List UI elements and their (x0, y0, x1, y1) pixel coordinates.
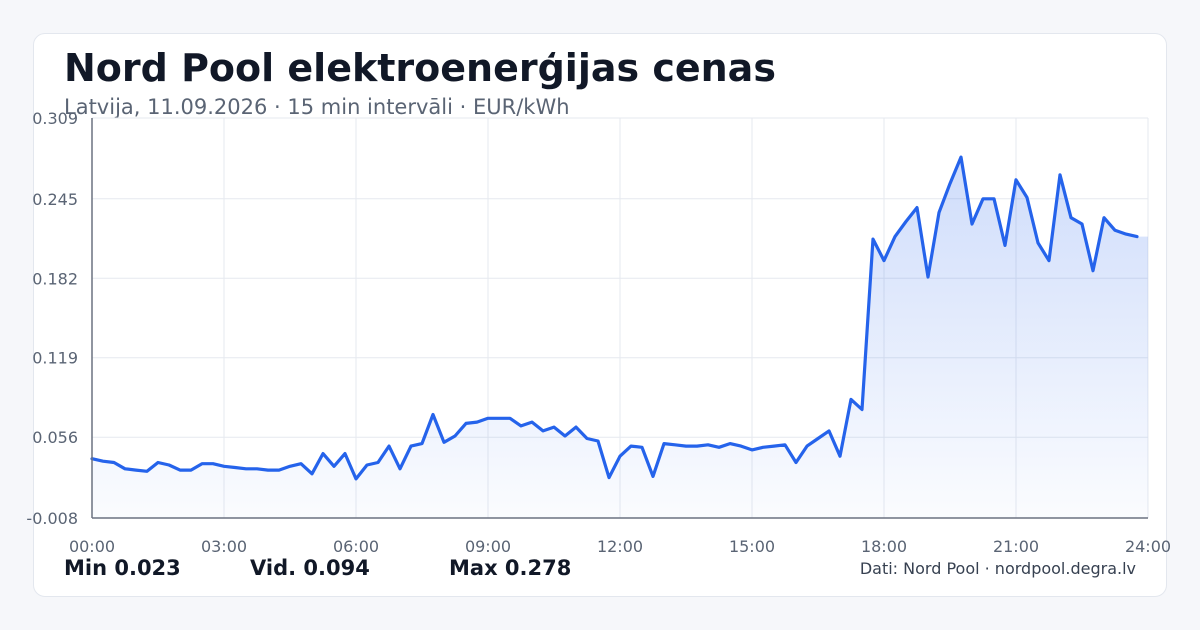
y-tick-label: 0.182 (32, 269, 78, 288)
x-tick-label: 24:00 (1125, 537, 1171, 556)
chart-title: Nord Pool elektroenerģijas cenas (64, 46, 776, 90)
tick-labels: -0.008 0.056 0.119 0.182 0.245 0.309 00:00 03:0… (26, 109, 1171, 556)
y-tick-label: 0.309 (32, 109, 78, 128)
x-tick-label: 15:00 (729, 537, 775, 556)
price-area-fill (92, 157, 1148, 518)
x-tick-label: 12:00 (597, 537, 643, 556)
x-tick-label: 21:00 (993, 537, 1039, 556)
data-source: Dati: Nord Pool · nordpool.degra.lv (859, 559, 1136, 578)
area-layer (90, 155, 1148, 518)
price-series-line (90, 155, 1139, 481)
y-tick-label: -0.008 (26, 509, 78, 528)
x-tick-label: 00:00 (69, 537, 115, 556)
stat-average: Vid. 0.094 (250, 556, 370, 580)
y-tick-label: 0.119 (32, 349, 78, 368)
x-tick-label: 03:00 (201, 537, 247, 556)
x-tick-label: 18:00 (861, 537, 907, 556)
x-tick-label: 06:00 (333, 537, 379, 556)
stat-max: Max 0.278 (449, 556, 572, 580)
x-tick-label: 09:00 (465, 537, 511, 556)
y-tick-label: 0.245 (32, 190, 78, 209)
stat-min: Min 0.023 (64, 556, 181, 580)
chart-subtitle: Latvija, 11.09.2026 · 15 min intervāli ·… (64, 95, 570, 119)
axes (91, 118, 1148, 519)
y-tick-label: 0.056 (32, 428, 78, 447)
